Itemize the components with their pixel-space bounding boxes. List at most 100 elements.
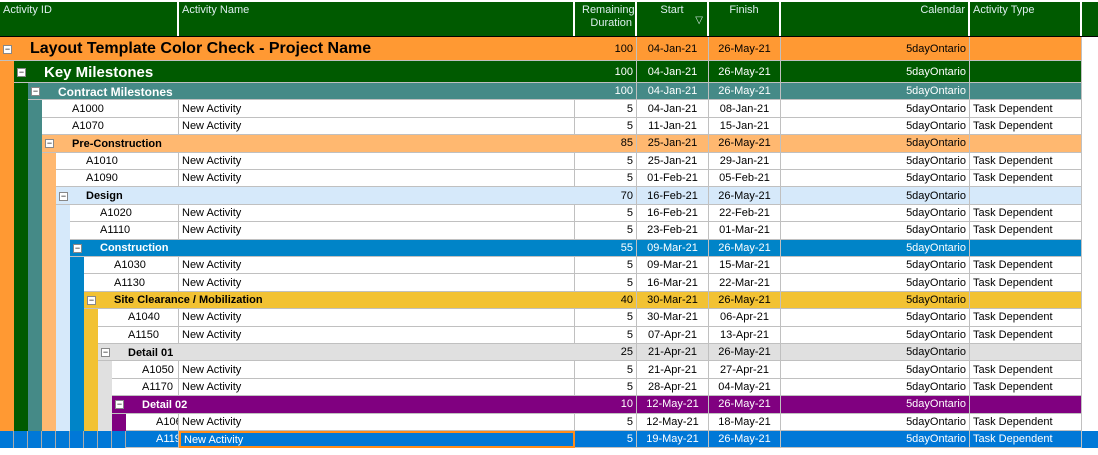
- cell-start[interactable]: 04-Jan-21: [637, 37, 709, 61]
- cell-finish[interactable]: 15-Jan-21: [709, 117, 781, 136]
- cell-[interactable]: [970, 291, 1082, 310]
- cell-id[interactable]: A1150: [98, 326, 179, 344]
- cell-[interactable]: [970, 344, 1082, 362]
- cell-id[interactable]: A1170: [112, 378, 179, 397]
- cell-finish[interactable]: 22-Feb-21: [709, 204, 781, 223]
- cell-name[interactable]: New Activity: [179, 204, 575, 223]
- cell-name[interactable]: New Activity: [179, 378, 575, 397]
- column-header-name[interactable]: Activity Name: [179, 2, 575, 36]
- cell-dur[interactable]: 5: [575, 309, 637, 327]
- cell-start[interactable]: 21-Apr-21: [637, 361, 709, 379]
- cell-start[interactable]: 01-Feb-21: [637, 170, 709, 188]
- cell-dur[interactable]: 5: [575, 152, 637, 170]
- cell-type[interactable]: Task Dependent: [970, 326, 1082, 344]
- cell-start[interactable]: 28-Apr-21: [637, 378, 709, 397]
- group-row[interactable]: − Construction 55 09-Mar-21 26-May-21 5dayOnt…: [0, 239, 1098, 257]
- table-row[interactable]: A1000 New Activity 5 04-Jan-21 08-Jan-21 5day…: [0, 100, 1098, 118]
- cell-start[interactable]: 04-Jan-21: [637, 100, 709, 118]
- cell-[interactable]: [970, 135, 1082, 153]
- cell-start[interactable]: 30-Mar-21: [637, 309, 709, 327]
- cell-calendar[interactable]: 5dayOntario: [781, 378, 970, 397]
- table-row[interactable]: A1030 New Activity 5 09-Mar-21 15-Mar-21 5day…: [0, 257, 1098, 275]
- cell-start[interactable]: 04-Jan-21: [637, 61, 709, 83]
- cell-dur[interactable]: 5: [575, 274, 637, 292]
- table-row[interactable]: A1060New Activity512-May-2118-May-215day…: [0, 413, 1098, 431]
- cell-name[interactable]: New Activity: [179, 309, 575, 327]
- cell-dur[interactable]: 5: [575, 117, 637, 136]
- cell-finish[interactable]: 06-Apr-21: [709, 309, 781, 327]
- cell-id[interactable]: A1030: [84, 257, 179, 275]
- cell-finish[interactable]: 29-Jan-21: [709, 152, 781, 170]
- group-row[interactable]: − Layout Template Color Check - Project N…: [0, 37, 1098, 61]
- cell-dur[interactable]: 10: [575, 396, 637, 414]
- cell-start[interactable]: 16-Feb-21: [637, 187, 709, 205]
- cell-type[interactable]: Task Dependent: [970, 431, 1082, 449]
- group-row[interactable]: − Contract Milestones 100 04-Jan-21 26-May-2…: [0, 83, 1098, 101]
- column-header-calendar[interactable]: Calendar: [781, 2, 970, 36]
- cell-type[interactable]: Task Dependent: [970, 257, 1082, 275]
- table-row[interactable]: A1190New Activity519-May-2126-May-215day…: [0, 431, 1098, 449]
- cell-dur[interactable]: 5: [575, 222, 637, 240]
- cell-calendar[interactable]: 5dayOntario: [781, 344, 970, 362]
- cell-start[interactable]: 09-Mar-21: [637, 257, 709, 275]
- cell-start[interactable]: 07-Apr-21: [637, 326, 709, 344]
- group-row[interactable]: − Site Clearance / Mobilization 40 30-Mar-2…: [0, 291, 1098, 310]
- group-row[interactable]: − Pre-Construction 85 25-Jan-21 26-May-21 5da…: [0, 135, 1098, 153]
- cell-start[interactable]: 12-May-21: [637, 413, 709, 431]
- cell-type[interactable]: Task Dependent: [970, 100, 1082, 118]
- group-row[interactable]: − Key Milestones 100 04-Jan-21 26-May-21 5day…: [0, 61, 1098, 83]
- cell-type[interactable]: Task Dependent: [970, 204, 1082, 223]
- cell-type[interactable]: Task Dependent: [970, 170, 1082, 188]
- cell-finish[interactable]: 04-May-21: [709, 378, 781, 397]
- cell-calendar[interactable]: 5dayOntario: [781, 170, 970, 188]
- cell-[interactable]: [970, 37, 1082, 61]
- cell-finish[interactable]: 18-May-21: [709, 413, 781, 431]
- cell-name[interactable]: New Activity: [179, 222, 575, 240]
- cell-calendar[interactable]: 5dayOntario: [781, 274, 970, 292]
- cell-id[interactable]: A1190: [126, 431, 179, 449]
- cell-dur[interactable]: 100: [575, 61, 637, 83]
- cell-finish[interactable]: 26-May-21: [709, 344, 781, 362]
- collapse-toggle-icon[interactable]: −: [101, 347, 110, 358]
- cell-start[interactable]: 04-Jan-21: [637, 83, 709, 101]
- collapse-toggle-icon[interactable]: −: [87, 294, 96, 305]
- cell-finish[interactable]: 01-Mar-21: [709, 222, 781, 240]
- cell-name[interactable]: New Activity: [179, 117, 575, 136]
- cell-name[interactable]: New Activity: [179, 257, 575, 275]
- cell-calendar[interactable]: 5dayOntario: [781, 37, 970, 61]
- cell-id[interactable]: A1110: [70, 222, 179, 240]
- cell-calendar[interactable]: 5dayOntario: [781, 431, 970, 449]
- cell-calendar[interactable]: 5dayOntario: [781, 361, 970, 379]
- table-row[interactable]: A1020 New Activity 5 16-Feb-21 22-Feb-21 5day…: [0, 204, 1098, 223]
- cell-dur[interactable]: 70: [575, 187, 637, 205]
- cell-start[interactable]: 21-Apr-21: [637, 344, 709, 362]
- cell-calendar[interactable]: 5dayOntario: [781, 83, 970, 101]
- cell-name[interactable]: New Activity: [179, 170, 575, 188]
- collapse-toggle-icon[interactable]: −: [45, 138, 54, 149]
- cell-calendar[interactable]: 5dayOntario: [781, 309, 970, 327]
- cell-finish[interactable]: 22-Mar-21: [709, 274, 781, 292]
- cell-start[interactable]: 09-Mar-21: [637, 239, 709, 257]
- cell-dur[interactable]: 5: [575, 431, 637, 449]
- cell-calendar[interactable]: 5dayOntario: [781, 413, 970, 431]
- cell-finish[interactable]: 26-May-21: [709, 431, 781, 449]
- cell-finish[interactable]: 26-May-21: [709, 239, 781, 257]
- group-row[interactable]: − Design 70 16-Feb-21 26-May-21 5dayOntario: [0, 187, 1098, 205]
- cell-calendar[interactable]: 5dayOntario: [781, 291, 970, 310]
- cell-id[interactable]: A1060: [126, 413, 179, 431]
- cell-finish[interactable]: 26-May-21: [709, 291, 781, 310]
- table-row[interactable]: A1050 New Activity 5 21-Apr-21 27-Apr-21 5day…: [0, 361, 1098, 379]
- cell-start[interactable]: 30-Mar-21: [637, 291, 709, 310]
- cell-dur[interactable]: 100: [575, 37, 637, 61]
- collapse-toggle-icon[interactable]: −: [3, 43, 12, 54]
- cell-type[interactable]: Task Dependent: [970, 361, 1082, 379]
- table-row[interactable]: A1040 New Activity 5 30-Mar-21 06-Apr-21 5day…: [0, 309, 1098, 327]
- cell-dur[interactable]: 5: [575, 413, 637, 431]
- cell-id[interactable]: A1010: [56, 152, 179, 170]
- cell-dur[interactable]: 5: [575, 257, 637, 275]
- cell-start[interactable]: 25-Jan-21: [637, 152, 709, 170]
- cell-name[interactable]: New Activity: [179, 100, 575, 118]
- cell-calendar[interactable]: 5dayOntario: [781, 100, 970, 118]
- cell-type[interactable]: Task Dependent: [970, 378, 1082, 397]
- cell-calendar[interactable]: 5dayOntario: [781, 326, 970, 344]
